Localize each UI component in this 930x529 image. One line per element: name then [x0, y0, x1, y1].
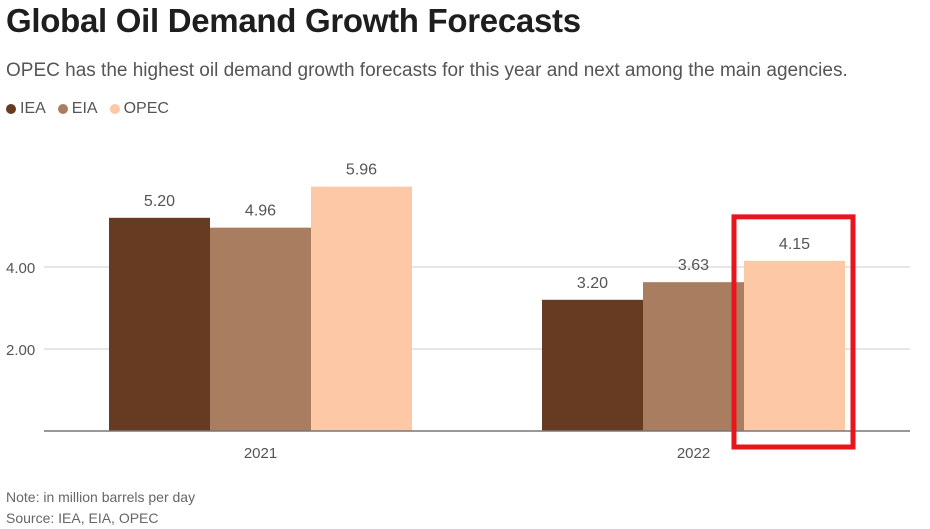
- legend-swatch-opec: [109, 104, 120, 114]
- bar-iea-2021: [109, 217, 210, 431]
- x-tick-label: 2021: [244, 445, 277, 462]
- y-tick-label: 2.00: [6, 342, 35, 359]
- legend-label-iea: IEA: [20, 100, 46, 117]
- legend-swatch-eia: [57, 104, 68, 114]
- chart-subtitle: OPEC has the highest oil demand growth f…: [6, 60, 848, 81]
- legend-swatch-iea: [6, 104, 16, 114]
- bar-eia-2022: [643, 282, 744, 431]
- highlight-box: [731, 214, 856, 450]
- bar-eia-2021: [210, 227, 311, 431]
- bar-iea-2022: [542, 299, 643, 431]
- chart-title: Global Oil Demand Growth Forecasts: [6, 2, 581, 39]
- chart-note: Note: in million barrels per day: [6, 489, 196, 505]
- legend: IEA EIA OPEC: [6, 100, 169, 118]
- x-tick-label: 2022: [677, 445, 710, 462]
- data-label: 4.15: [779, 236, 810, 253]
- bar-opec-2022: [744, 260, 845, 431]
- legend-item-opec: OPEC: [109, 100, 169, 118]
- legend-label-eia: EIA: [71, 100, 98, 117]
- legend-item-iea: IEA: [6, 100, 46, 118]
- legend-label-opec: OPEC: [123, 100, 169, 117]
- legend-item-eia: EIA: [57, 100, 98, 118]
- y-tick-label: 4.00: [6, 260, 35, 277]
- data-label: 3.63: [678, 257, 709, 274]
- data-label: 4.96: [245, 203, 276, 220]
- data-label: 5.20: [144, 193, 175, 210]
- chart-source: Source: IEA, EIA, OPEC: [6, 510, 159, 526]
- data-label: 3.20: [577, 275, 608, 292]
- bar-opec-2021: [311, 186, 412, 431]
- data-label: 5.96: [346, 162, 377, 179]
